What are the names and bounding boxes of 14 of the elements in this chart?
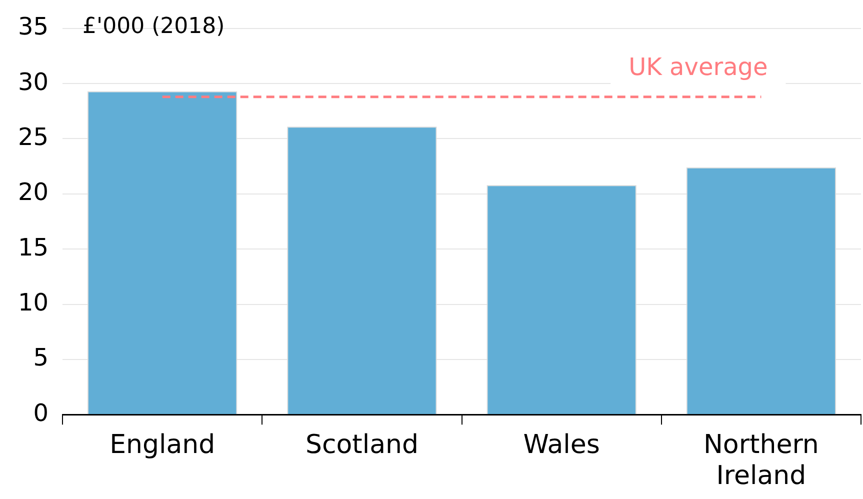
y-tick-label: 30 <box>18 68 49 96</box>
x-tick-label: Scotland <box>305 430 418 460</box>
ref-line-label: UK average <box>628 53 768 82</box>
y-tick-label: 10 <box>18 288 49 316</box>
y-tick-label: 5 <box>33 344 49 372</box>
x-tick-label: England <box>110 430 216 460</box>
y-tick-label: 0 <box>33 398 49 427</box>
y-tick-label: 25 <box>18 122 49 151</box>
y-axis-title: £'000 (2018) <box>82 14 225 40</box>
y-tick-label: 35 <box>18 12 49 41</box>
x-tick-label: Northern Ireland <box>703 430 819 492</box>
x-tick-label: Wales <box>523 430 600 460</box>
y-tick-label: 20 <box>18 178 49 206</box>
y-tick-label: 15 <box>18 233 49 262</box>
